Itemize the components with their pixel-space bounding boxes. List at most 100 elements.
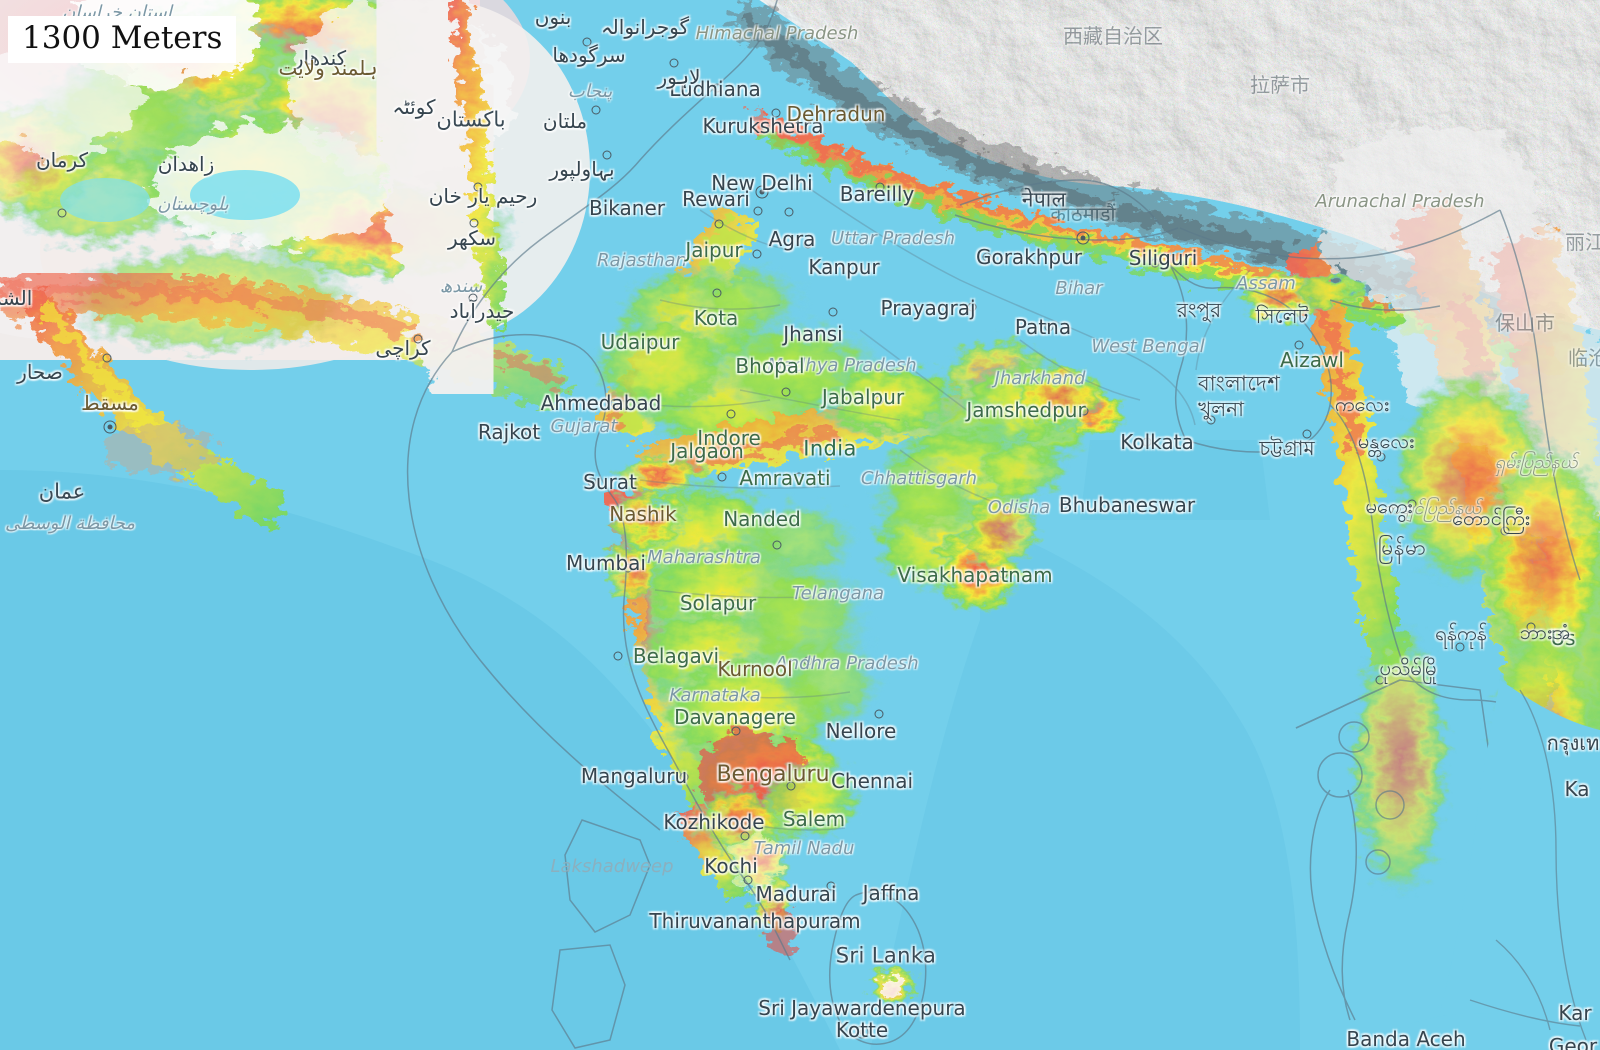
city-marker-dot[interactable] <box>623 563 633 573</box>
city-label-label[interactable]: بنوں <box>534 5 572 29</box>
city-label-label[interactable]: ဘားအံ <box>1519 620 1571 644</box>
city-label-label[interactable]: မကွေး <box>1365 494 1413 518</box>
city-marker-dot[interactable] <box>669 58 679 68</box>
city-label-kotte[interactable]: Kotte <box>835 1018 889 1042</box>
city-label-visakhapatnam[interactable]: Visakhapatnam <box>897 563 1053 587</box>
city-marker-dot[interactable] <box>1150 258 1160 268</box>
city-label-bengaluru[interactable]: Bengaluru <box>716 762 830 787</box>
city-marker-dot[interactable] <box>835 918 845 928</box>
city-marker-dot[interactable] <box>753 206 763 216</box>
city-marker-dot[interactable] <box>1500 526 1510 536</box>
city-marker-dot[interactable] <box>587 477 597 487</box>
city-label-kar[interactable]: Kar <box>1558 1001 1592 1025</box>
city-marker-dot[interactable] <box>1044 322 1054 332</box>
city-marker-dot[interactable] <box>731 726 741 736</box>
city-label-label[interactable]: رحیم یار خان <box>428 184 538 208</box>
city-label-thiruvananthapuram[interactable]: Thiruvananthapuram <box>649 909 861 933</box>
city-label-label[interactable]: กรุงเท <box>1546 731 1600 755</box>
city-label-label[interactable]: کرمان <box>35 148 89 172</box>
city-marker-dot[interactable] <box>760 121 770 131</box>
city-label-salem[interactable]: Salem <box>782 807 846 831</box>
city-marker-dot[interactable] <box>620 203 630 213</box>
city-marker-dot[interactable] <box>803 239 813 249</box>
city-label-agra[interactable]: Agra <box>768 227 816 251</box>
city-label-kurukshetra[interactable]: Kurukshetra <box>702 114 824 138</box>
city-marker-dot[interactable] <box>610 398 620 408</box>
city-label-surat[interactable]: Surat <box>583 470 637 494</box>
city-label-label[interactable]: سکھر <box>447 226 497 250</box>
city-marker-dot[interactable] <box>998 569 1008 579</box>
city-label-amravati[interactable]: Amravati <box>739 466 831 490</box>
city-label-sri-jayawardenepura[interactable]: Sri Jayawardenepura <box>758 996 966 1020</box>
city-label-siliguri[interactable]: Siliguri <box>1128 246 1198 270</box>
city-marker-dot[interactable] <box>1455 642 1465 652</box>
city-marker-dot[interactable] <box>717 472 727 482</box>
city-marker-dot[interactable] <box>726 409 736 419</box>
city-marker-dot[interactable] <box>772 540 782 550</box>
city-label-label[interactable]: کراچی <box>375 336 431 360</box>
city-label-label[interactable]: صحار <box>17 360 63 384</box>
city-label-ludhiana[interactable]: Ludhiana <box>669 77 761 101</box>
city-label-label[interactable]: کندھار <box>293 46 347 70</box>
city-label-bhopal[interactable]: Bhopal <box>735 354 805 378</box>
city-marker-dot[interactable] <box>650 338 660 348</box>
city-label-label[interactable]: 西藏自治区 <box>1063 24 1163 48</box>
capital-marker[interactable] <box>103 420 117 434</box>
city-label-nashik[interactable]: Nashik <box>609 502 677 526</box>
city-marker-dot[interactable] <box>1526 622 1536 632</box>
city-label-new-delhi[interactable]: New Delhi <box>711 171 813 195</box>
city-label-bikaner[interactable]: Bikaner <box>589 196 665 220</box>
city-label-label[interactable]: খুলনা <box>1198 397 1244 421</box>
city-label-jamshedpur[interactable]: Jamshedpur <box>966 398 1086 422</box>
city-marker-dot[interactable] <box>982 252 992 262</box>
city-label-label[interactable]: کوئٹہ <box>392 95 436 119</box>
city-marker-dot[interactable] <box>743 875 753 885</box>
city-marker-dot[interactable] <box>790 814 800 824</box>
city-marker-dot[interactable] <box>967 302 977 312</box>
city-label-udaipur[interactable]: Udaipur <box>600 330 680 354</box>
city-label-label[interactable]: حیدرآباد <box>449 299 515 323</box>
city-label-jaffna[interactable]: Jaffna <box>862 881 920 905</box>
city-marker-dot[interactable] <box>712 83 722 93</box>
city-marker-dot[interactable] <box>413 334 423 344</box>
city-marker-dot[interactable] <box>582 37 592 47</box>
city-label-banda-aceh[interactable]: Banda Aceh <box>1346 1027 1466 1050</box>
city-label-nanded[interactable]: Nanded <box>723 507 801 531</box>
city-marker-dot[interactable] <box>781 387 791 397</box>
city-label-label[interactable]: 拉萨市 <box>1250 73 1310 97</box>
city-label-kolkata[interactable]: Kolkata <box>1120 430 1194 454</box>
city-label-label[interactable]: مسقط <box>81 391 139 415</box>
city-label-label[interactable]: لاہور <box>657 65 701 89</box>
city-marker-dot[interactable] <box>874 709 884 719</box>
city-label-label[interactable]: سرگودھا <box>552 43 626 67</box>
city-label-label[interactable]: ملتان <box>542 109 588 133</box>
city-label-label[interactable]: زاهدان <box>157 152 215 176</box>
city-marker-dot[interactable] <box>524 427 534 437</box>
city-label-label[interactable]: ကလေး <box>1334 392 1390 416</box>
city-label-label[interactable]: রংপুর <box>1176 298 1222 322</box>
city-marker-dot[interactable] <box>1375 675 1385 685</box>
city-label-bhubaneswar[interactable]: Bhubaneswar <box>1058 493 1196 517</box>
city-label-jaipur[interactable]: Jaipur <box>685 238 743 262</box>
city-label-rajkot[interactable]: Rajkot <box>477 420 541 444</box>
city-label-kozhikode[interactable]: Kozhikode <box>663 810 765 834</box>
city-marker-dot[interactable] <box>679 772 689 782</box>
city-label-geor[interactable]: Geor <box>1548 1034 1598 1050</box>
capital-marker[interactable] <box>855 1025 869 1039</box>
city-marker-dot[interactable] <box>730 599 740 609</box>
city-marker-dot[interactable] <box>1079 406 1089 416</box>
city-label-rewari[interactable]: Rewari <box>682 187 750 211</box>
city-marker-dot[interactable] <box>1206 415 1216 425</box>
city-marker-dot[interactable] <box>771 108 781 118</box>
city-marker-dot[interactable] <box>794 472 804 482</box>
capital-marker[interactable] <box>755 185 769 199</box>
city-marker-dot[interactable] <box>874 395 884 405</box>
city-label-label[interactable]: မန္တလေး <box>1357 429 1415 453</box>
city-marker-dot[interactable] <box>469 218 479 228</box>
city-label-label[interactable]: চট্টগ্রাম <box>1259 436 1315 460</box>
city-label-ahmedabad[interactable]: Ahmedabad <box>540 391 662 415</box>
city-marker-dot[interactable] <box>786 781 796 791</box>
city-marker-dot[interactable] <box>102 353 112 363</box>
city-marker-dot[interactable] <box>714 219 724 229</box>
